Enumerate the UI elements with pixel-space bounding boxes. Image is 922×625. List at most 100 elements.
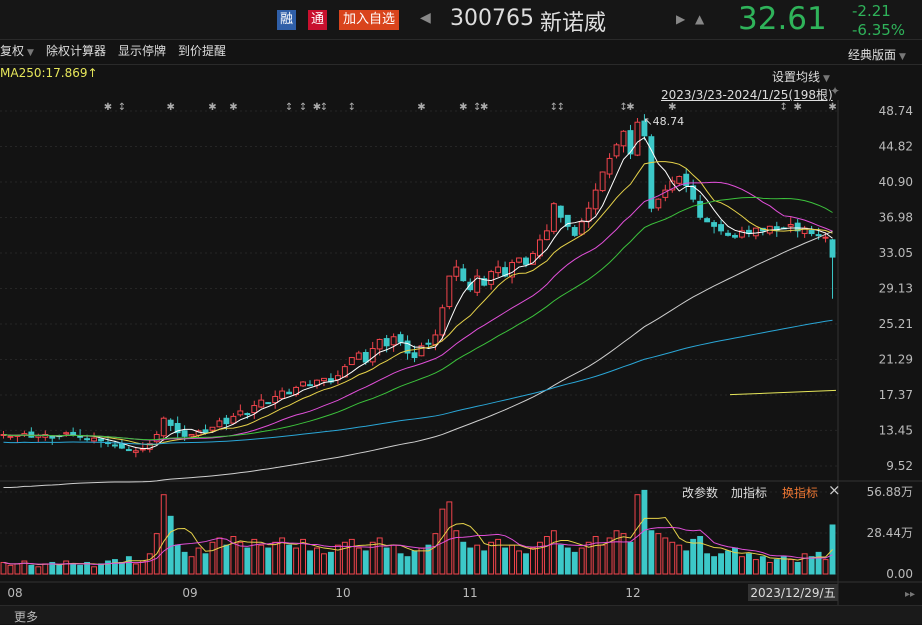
layout-label: 经典版面 [848,48,897,62]
candle [70,431,77,436]
volume-bar [369,541,376,575]
more-button[interactable]: 更多 [14,610,39,624]
volume-bar [230,536,237,575]
volume-bar [223,544,230,575]
candle [683,173,690,187]
event-marker-icon: ✱ [104,102,112,113]
pin-icon[interactable]: ✦ [830,84,841,98]
candle [300,381,306,387]
chevron-down-icon: ▼ [823,74,830,84]
volume-bar [251,538,258,575]
candle [383,338,390,347]
volume-bar [564,547,571,575]
volume-bar [453,530,460,575]
candle [49,435,56,439]
candle [634,121,641,156]
event-marker-icon: ↕ [473,102,481,113]
y-tick-label: 33.05 [879,246,913,260]
layout-dropdown[interactable]: 经典版面 ▼ [848,46,906,63]
volume-bar [787,559,794,575]
volume-bar [648,530,655,575]
add-indicator-button[interactable]: 加指标 [731,486,768,500]
volume-bar [383,547,390,575]
volume-bar [502,547,509,575]
candle [265,402,272,405]
volume-bar [209,541,216,575]
volume-bar [91,566,97,575]
volume-bar [56,564,63,575]
candle [606,157,613,175]
volume-bar [481,550,488,575]
candle [474,275,481,293]
volume-bar [571,551,578,575]
candle [564,214,571,227]
volume-bar [244,547,251,575]
volume-bar [321,553,327,575]
volume-bar [739,556,745,575]
volume-bar [801,553,808,575]
volume-bar [307,550,313,575]
y-tick-label: 9.52 [886,459,913,473]
y-tick-label: 21.29 [879,352,913,366]
candle [369,348,376,363]
prev-stock-icon[interactable]: ◀ [420,10,431,26]
candle [613,144,620,157]
volume-bar [334,544,341,575]
candle [362,351,369,363]
candle [63,432,70,435]
candle [432,334,439,346]
volume-bar [376,537,383,575]
event-marker-icon: ✱ [793,102,801,113]
volume-bar [327,551,334,575]
add-watchlist-button[interactable]: 加入自选 [339,10,400,30]
volume-tick-label: 56.88万 [867,485,913,499]
volume-bar [265,547,272,575]
show-suspension[interactable]: 显示停牌 [117,44,166,58]
candle [502,267,509,277]
price-chart[interactable]: 48.74 44.82 40.90 36.98 33.05 29.13 25.21 21.29… [0,100,922,605]
candle [307,384,313,387]
volume-bar [766,561,773,575]
volume-bar [585,541,592,575]
candle [146,443,153,450]
candle [571,227,578,236]
set-ma-dropdown[interactable]: 设置均线 ▼ [772,68,830,85]
volume-bar [794,561,801,575]
volume-bar [202,553,209,575]
next-stock-icon[interactable]: ▶ [676,12,686,26]
candle [592,189,599,210]
candle [676,176,683,184]
event-marker-icon: ↕ [118,102,126,113]
candle [167,419,174,426]
candle [258,399,265,408]
ex-rights-calculator[interactable]: 除权计算器 [45,44,106,58]
volume-bar [286,544,293,575]
switch-indicator-button[interactable]: 换指标 [782,486,819,500]
volume-bar [432,533,439,575]
candle [718,224,724,232]
cursor-date: 2023/12/29/五 [750,586,835,600]
margin-tag[interactable]: 融 [277,10,297,30]
volume-bar [697,536,704,575]
stock-name: 新诺威 [540,11,607,36]
date-range-link[interactable]: 2023/3/23-2024/1/25(198根) [661,88,833,102]
candle [578,221,585,235]
alert-bell-icon[interactable]: ▲ [695,12,705,26]
peak-label: ↖48.74 [643,115,684,128]
connect-tag[interactable]: 通 [308,10,328,30]
volume-tick-label: 28.44万 [867,526,913,540]
y-tick-label: 40.90 [879,175,913,189]
candle [599,171,606,192]
close-panel-icon[interactable]: × [828,481,841,499]
candle [397,334,404,343]
candle [690,185,697,200]
price-alert[interactable]: 到价提醒 [177,44,226,58]
volume-bar [578,547,585,575]
volume-bar [132,563,139,575]
adjust-dropdown[interactable]: 复权 ▼ [0,42,34,64]
volume-bar [530,547,536,575]
event-marker-icon: ↕ [557,102,565,113]
divider [0,64,922,65]
x-tick-label: 11 [462,586,477,600]
edit-params-button[interactable]: 改参数 [682,486,719,500]
